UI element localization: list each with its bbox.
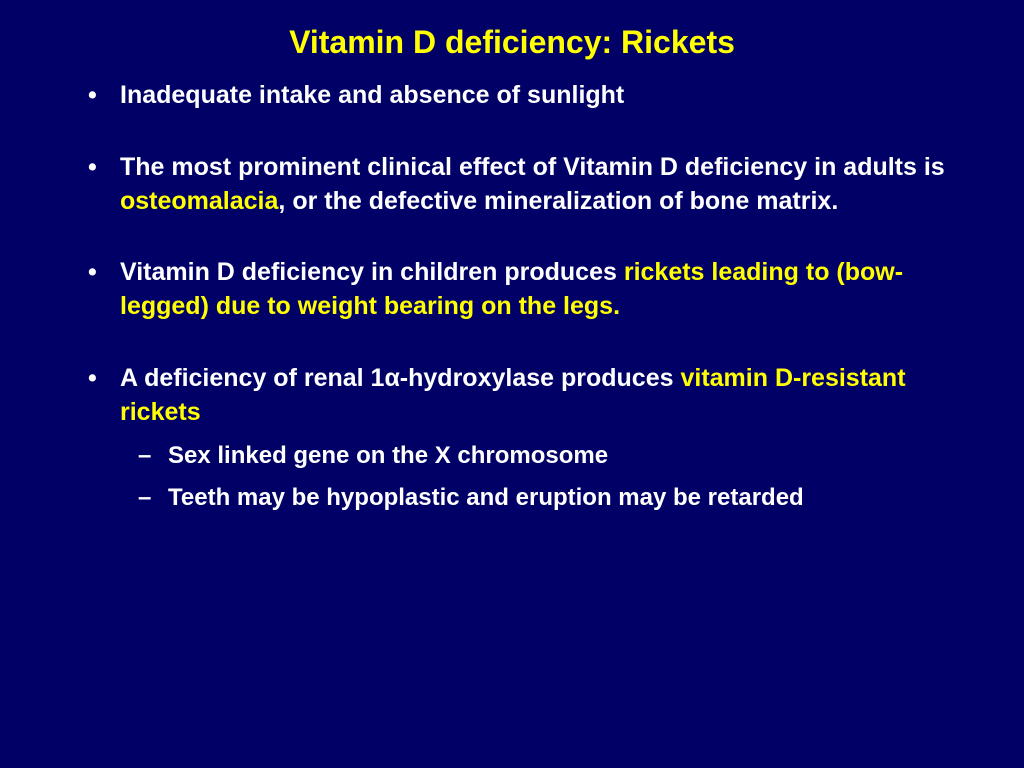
highlight-term: osteomalacia (120, 187, 278, 215)
bullet-item-3: Vitamin D deficiency in children produce… (120, 256, 964, 324)
bullet-text-pre: A deficiency of renal 1α-hydroxylase pro… (120, 364, 680, 392)
bullet-list: Inadequate intake and absence of sunligh… (60, 79, 964, 514)
bullet-text-pre: Vitamin D deficiency in children produce… (120, 258, 624, 286)
sub-bullet-item-1: Sex linked gene on the X chromosome (168, 439, 964, 473)
slide-title: Vitamin D deficiency: Rickets (60, 24, 964, 61)
bullet-item-1: Inadequate intake and absence of sunligh… (120, 79, 964, 113)
sub-bullet-list: Sex linked gene on the X chromosome Teet… (120, 439, 964, 514)
sub-bullet-text: Teeth may be hypoplastic and eruption ma… (168, 484, 804, 511)
bullet-text: Inadequate intake and absence of sunligh… (120, 81, 624, 109)
slide-container: Vitamin D deficiency: Rickets Inadequate… (0, 0, 1024, 768)
bullet-text-post: , or the defective mineralization of bon… (278, 187, 838, 215)
sub-bullet-text: Sex linked gene on the X chromosome (168, 442, 608, 469)
bullet-item-4: A deficiency of renal 1α-hydroxylase pro… (120, 362, 964, 515)
bullet-item-2: The most prominent clinical effect of Vi… (120, 151, 964, 219)
sub-bullet-item-2: Teeth may be hypoplastic and eruption ma… (168, 481, 964, 515)
bullet-text-pre: The most prominent clinical effect of Vi… (120, 153, 945, 181)
